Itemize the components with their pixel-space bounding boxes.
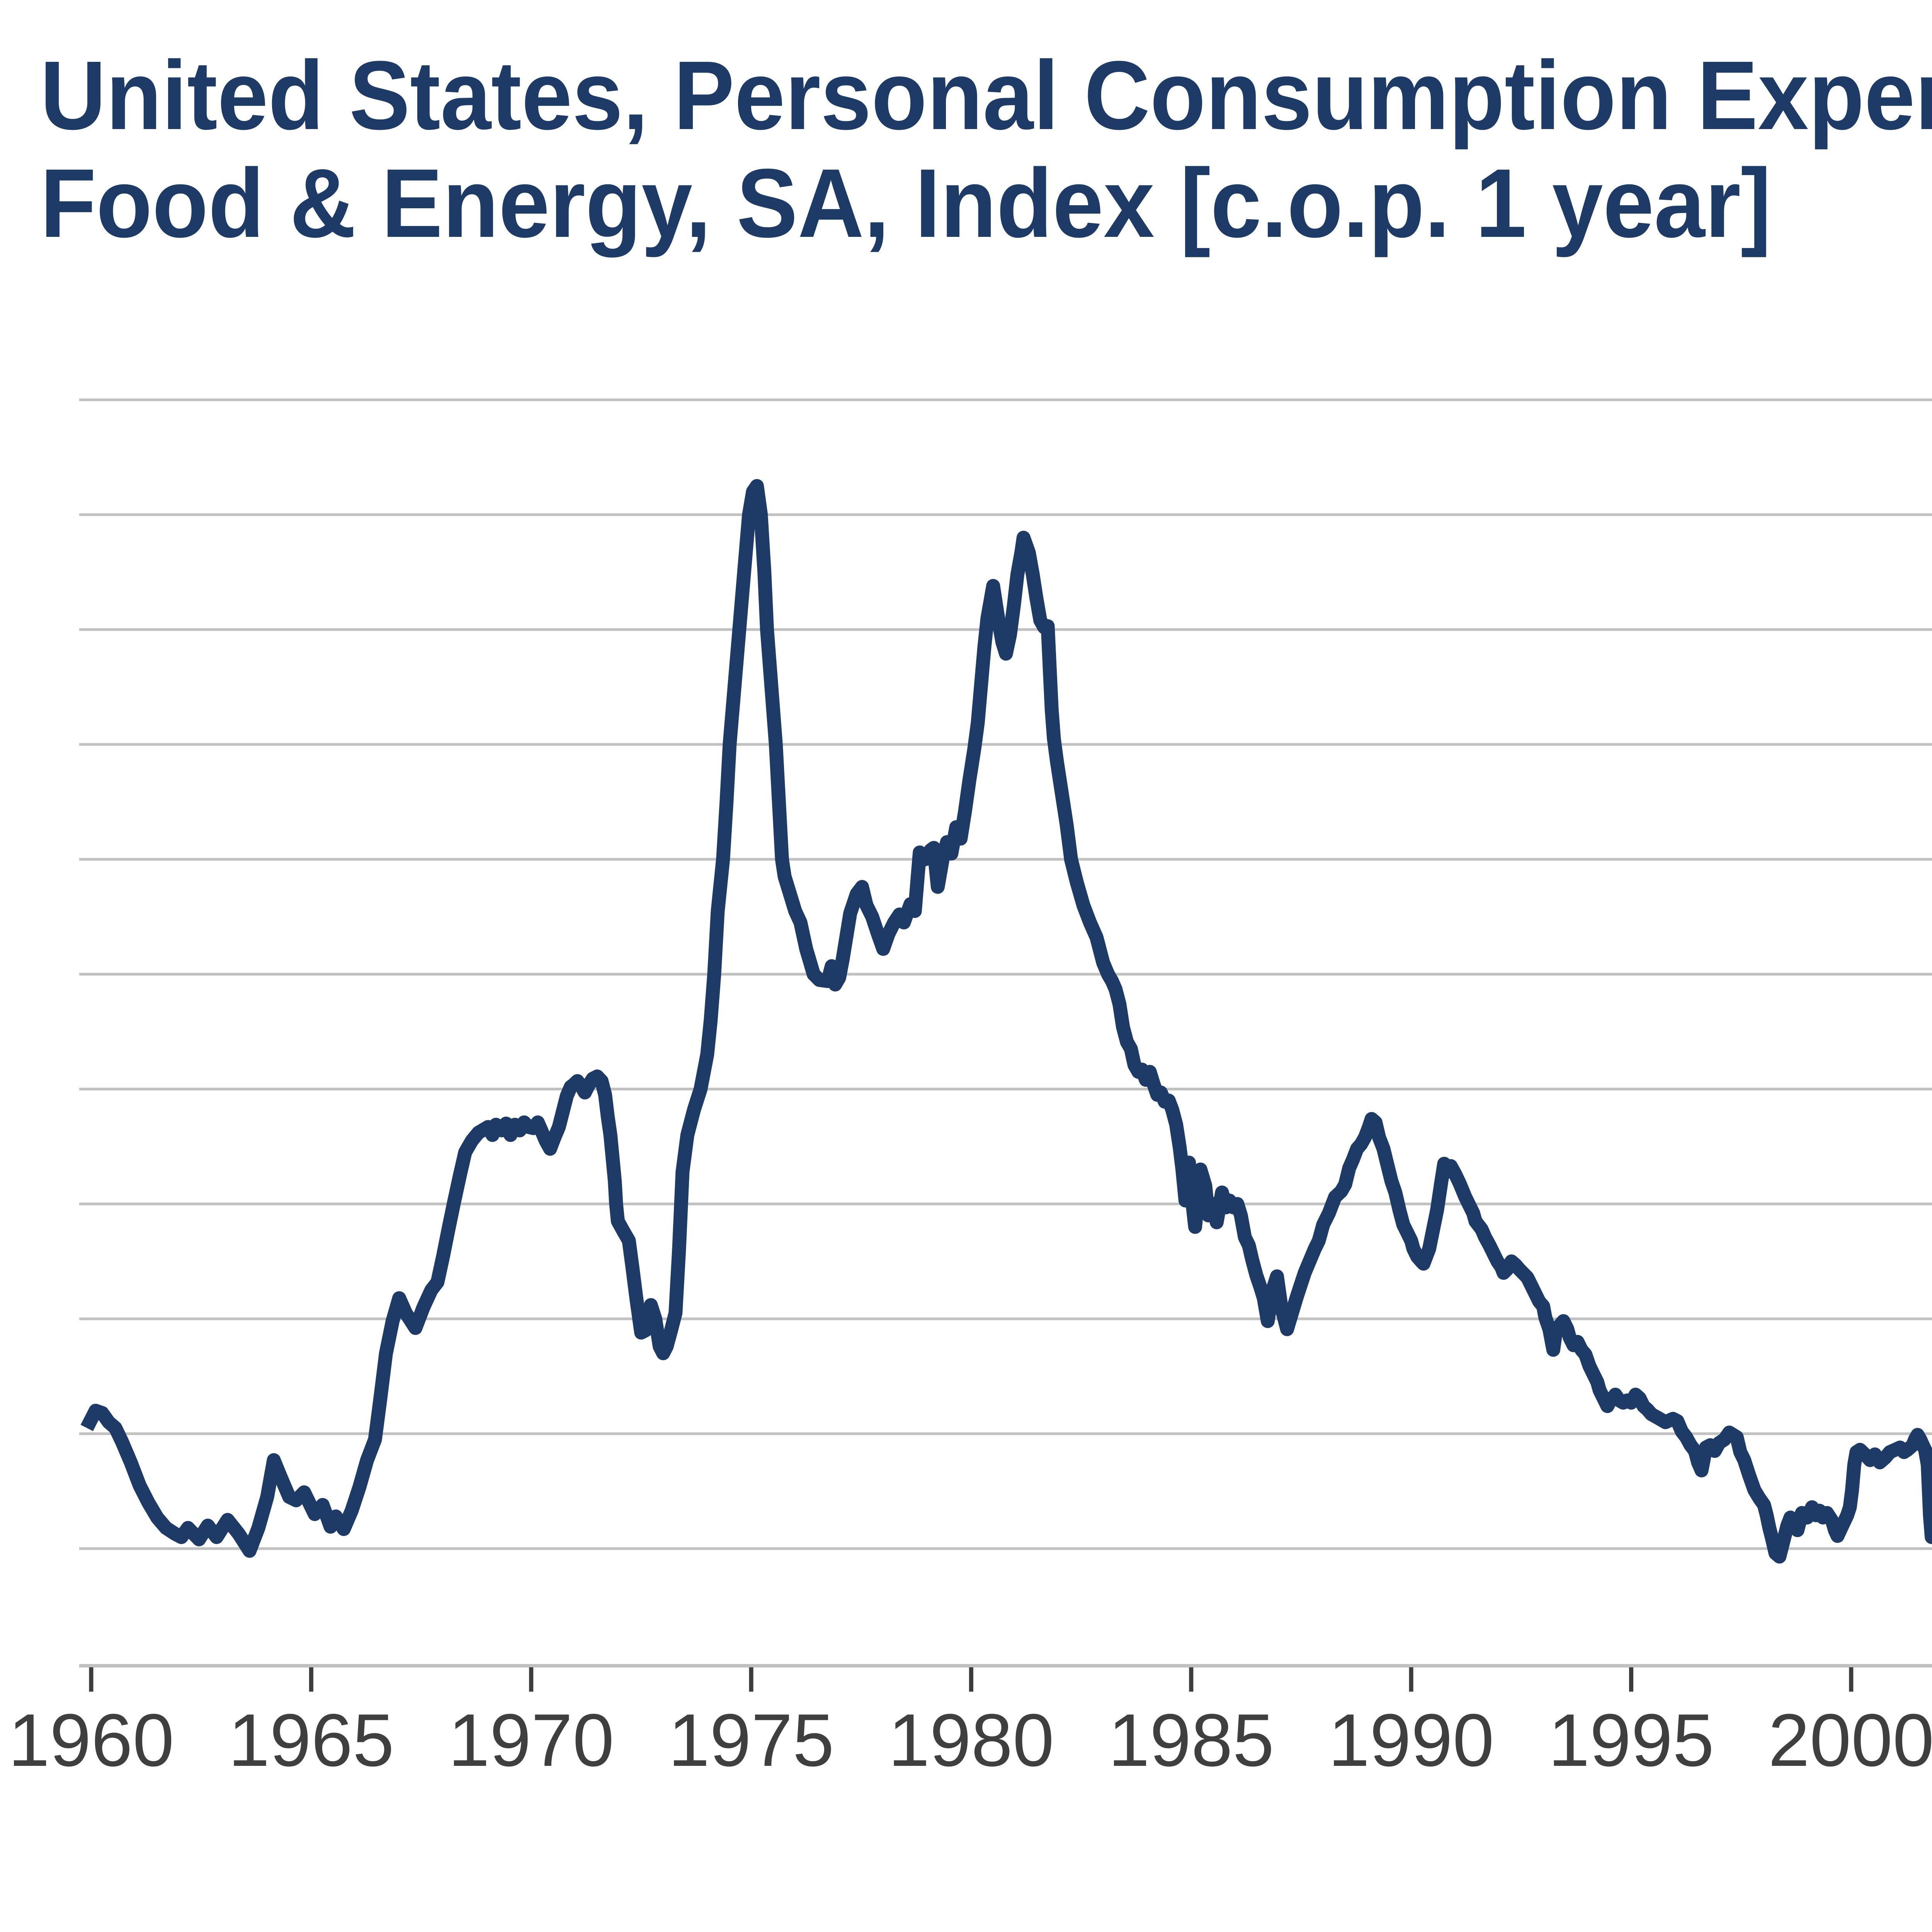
svg-text:Food & Energy, SA, Index [c.o.: Food & Energy, SA, Index [c.o.p. 1 year] [40,148,1771,258]
svg-text:1995: 1995 [1548,1698,1714,1782]
svg-text:United States, Personal Consum: United States, Personal Consumption Expe… [40,41,1932,150]
svg-text:1975: 1975 [668,1698,834,1782]
svg-text:1970: 1970 [448,1698,614,1782]
svg-text:1985: 1985 [1108,1698,1274,1782]
svg-text:1960: 1960 [8,1698,174,1782]
svg-text:2000: 2000 [1768,1698,1932,1782]
svg-text:1980: 1980 [888,1698,1054,1782]
svg-text:1965: 1965 [228,1698,394,1782]
svg-text:1990: 1990 [1328,1698,1494,1782]
